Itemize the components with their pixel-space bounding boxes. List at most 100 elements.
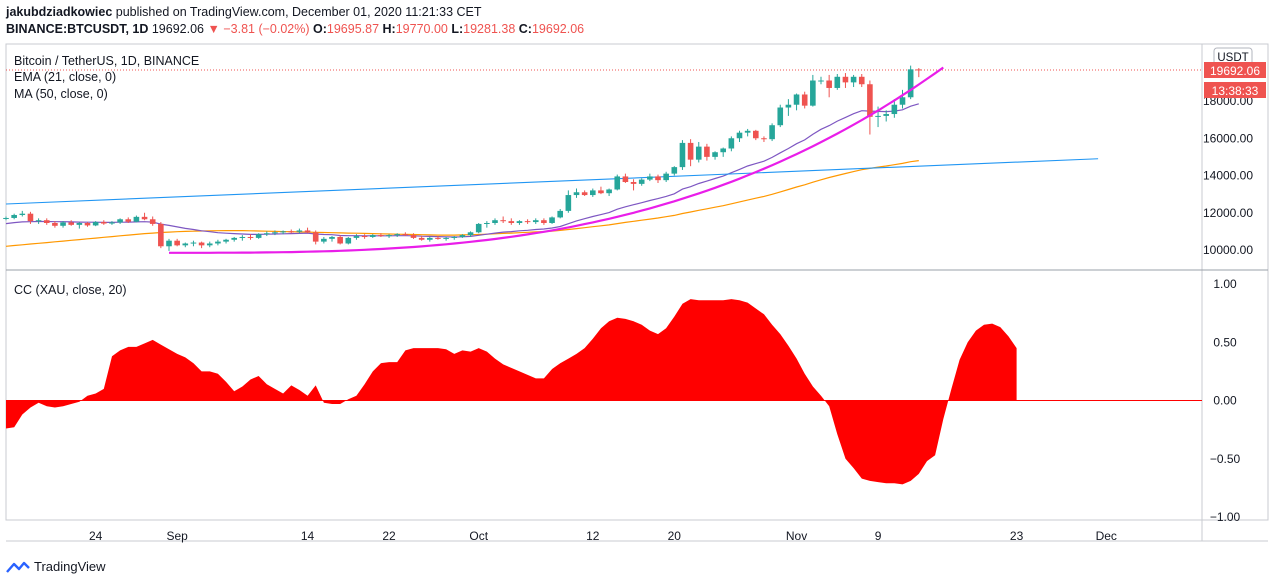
candle-body [826, 80, 832, 88]
cc-point [674, 316, 675, 317]
candle [329, 236, 335, 242]
candle [663, 171, 669, 183]
candle [101, 220, 107, 225]
cc-point [641, 324, 642, 325]
candle [549, 216, 555, 224]
candle-body [215, 241, 221, 244]
candle-body [223, 239, 229, 242]
candle-body [272, 232, 278, 234]
candle [386, 234, 392, 238]
candle-body [899, 97, 906, 105]
cc-point [698, 300, 699, 301]
candle-body [565, 195, 572, 211]
cc-point [666, 328, 667, 329]
cc-point [478, 347, 479, 348]
cc-point [780, 333, 781, 334]
cc-point [486, 351, 487, 352]
candle-body [158, 223, 164, 247]
candle [19, 210, 26, 217]
candles [3, 65, 922, 251]
candle [149, 216, 156, 226]
cc-point [38, 402, 39, 403]
candle [280, 230, 286, 235]
candle [215, 239, 221, 246]
candle-body [647, 176, 653, 180]
candle [484, 221, 490, 228]
candle [826, 74, 832, 98]
candle-body [793, 94, 800, 105]
cc-point [14, 427, 15, 428]
cc-point [869, 480, 870, 481]
cc-point [894, 483, 895, 484]
candle [247, 234, 254, 240]
candle [133, 215, 140, 223]
cc-point [690, 299, 691, 300]
cc-point [177, 353, 178, 354]
trendline[interactable] [5, 158, 1099, 205]
cc-point [967, 342, 968, 343]
candle-body [459, 235, 466, 237]
candle [500, 216, 506, 223]
candle-body [541, 220, 547, 223]
candle-body [614, 176, 621, 190]
cc-point [853, 467, 854, 468]
cc-point [193, 363, 194, 364]
cc-point [103, 388, 104, 389]
candle-body [206, 243, 213, 246]
cc-point [723, 300, 724, 301]
candle-body [475, 223, 482, 233]
candle-body [280, 231, 286, 233]
magenta-curve[interactable] [169, 66, 944, 254]
published-text: published on TradingView.com, December 0… [115, 5, 482, 19]
candle [899, 89, 906, 109]
cc-point [763, 314, 764, 315]
candle [43, 218, 50, 225]
cc-point [772, 324, 773, 325]
candle-body [687, 142, 694, 160]
cc-point [128, 346, 129, 347]
cc-point [633, 321, 634, 322]
candle [231, 236, 237, 242]
candle [867, 80, 873, 135]
cc-point [755, 308, 756, 309]
candle-body [916, 69, 922, 71]
candle [264, 231, 270, 237]
time-axis[interactable]: 24 Sep 14 22 Oct 12 20 Nov 9 23 Dec [89, 529, 1117, 543]
author-name[interactable]: jakubdziadkowiec [6, 5, 113, 19]
candle [720, 147, 726, 157]
candle-body [451, 236, 458, 238]
candle-body [761, 138, 767, 140]
cc-point [209, 371, 210, 372]
cc-point [54, 407, 55, 408]
cc-axis[interactable]: 1.00 0.50 0.00 −0.50 −1.00 [1210, 277, 1241, 524]
candle-body [117, 219, 123, 223]
candle [394, 233, 400, 237]
candle-body [435, 237, 441, 239]
cc-point [30, 407, 31, 408]
cc-point [992, 323, 993, 324]
candle-body [3, 217, 9, 219]
time-tick-label: Nov [786, 529, 807, 543]
cc-point [503, 364, 504, 365]
candle [109, 221, 115, 225]
high-value: 19770.00 [395, 22, 448, 36]
candle-body [231, 237, 237, 240]
cc-point [609, 321, 610, 322]
candle-body [842, 76, 849, 83]
candle-body [190, 242, 197, 244]
candle-body [76, 222, 83, 225]
candle-body [875, 115, 881, 117]
cc-point [217, 373, 218, 374]
cc-point [291, 385, 292, 386]
cc-point [454, 353, 455, 354]
cc-point [242, 386, 243, 387]
candle [304, 227, 311, 234]
candle-body [598, 190, 604, 194]
candle [785, 99, 792, 116]
tradingview-brand[interactable]: TradingView [34, 559, 106, 574]
candle [60, 221, 66, 228]
candle [565, 190, 572, 213]
candle [818, 76, 824, 85]
